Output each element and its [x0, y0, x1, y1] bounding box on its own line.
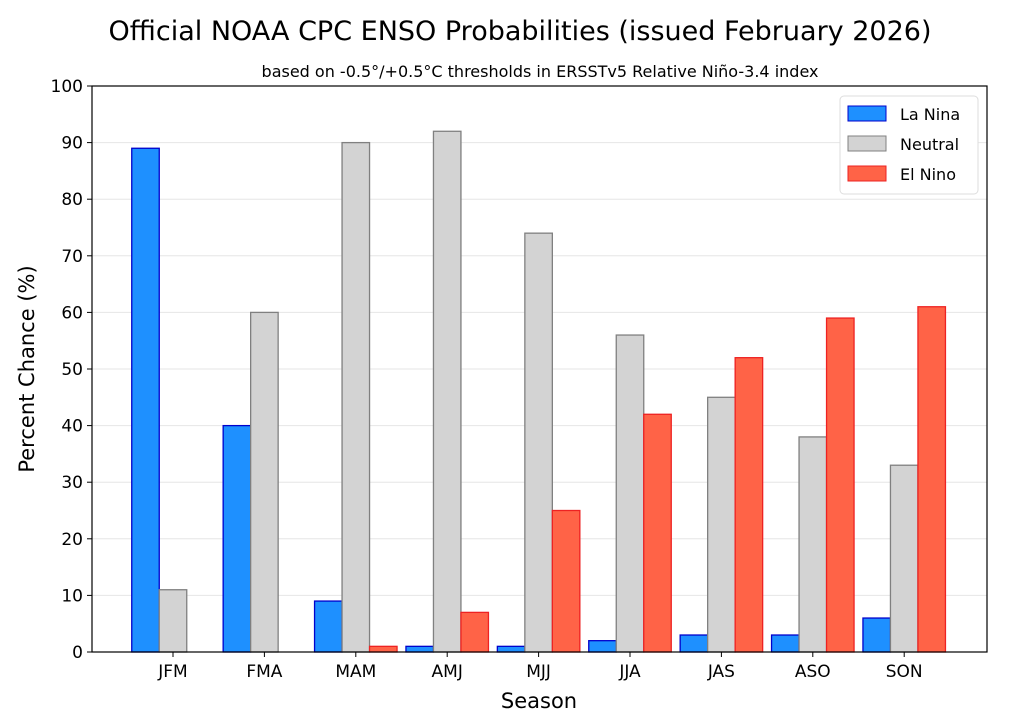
y-tick-label: 10	[61, 586, 83, 606]
y-tick-label: 90	[61, 134, 83, 154]
bar-la-nina-jja	[588, 640, 617, 653]
x-axis-label: Season	[501, 689, 577, 713]
legend-swatch	[847, 135, 887, 152]
bar-neutral-jas	[707, 396, 736, 653]
bar-la-nina-jfm	[131, 147, 160, 653]
y-tick-label: 60	[61, 303, 83, 323]
bar-neutral-fma	[249, 311, 279, 653]
x-tick-label: MAM	[335, 662, 376, 682]
y-tick-label: 100	[51, 77, 83, 97]
bar-neutral-aso	[798, 436, 828, 653]
bar-neutral-mjj	[524, 232, 553, 653]
y-tick-label: 50	[61, 360, 83, 380]
chart-subtitle: based on -0.5°/+0.5°C thresholds in ERSS…	[262, 62, 819, 81]
bar-el-nino-jja	[643, 413, 672, 653]
bar-la-nina-fma	[222, 424, 252, 653]
y-tick-label: 40	[61, 417, 83, 437]
bar-el-nino-mam	[368, 645, 398, 653]
chart-title: Official NOAA CPC ENSO Probabilities (is…	[109, 16, 932, 47]
legend: La Nina Neutral El Nino	[839, 95, 979, 195]
legend-label: El Nino	[900, 165, 956, 184]
y-tick-label: 70	[61, 247, 83, 267]
bar-el-nino-amj	[460, 611, 490, 653]
x-tick-label: FMA	[246, 662, 282, 682]
bar-neutral-jja	[615, 334, 645, 653]
bar-la-nina-mam	[313, 600, 343, 653]
x-tick-label: AMJ	[432, 662, 463, 682]
legend-label: Neutral	[900, 135, 959, 154]
x-tick-label: SON	[886, 662, 923, 682]
x-tick-label: JJA	[618, 662, 641, 682]
bars	[131, 130, 947, 653]
y-tick-label: 30	[61, 473, 83, 493]
x-tick-label: JAS	[707, 662, 735, 682]
bar-el-nino-mjj	[551, 509, 581, 653]
bar-el-nino-jas	[734, 357, 764, 653]
y-tick-label: 0	[72, 643, 83, 663]
x-axis: JFM FMA MAM AMJ MJJ JJA JAS ASO SON	[157, 652, 923, 682]
x-tick-label: MJJ	[526, 662, 551, 682]
y-axis: 0 10 20 30 40 50 60 70 80 90 100	[51, 77, 92, 663]
bar-la-nina-mjj	[496, 645, 526, 653]
bar-la-nina-jas	[679, 634, 709, 653]
x-tick-label: ASO	[795, 662, 831, 682]
y-axis-label: Percent Chance (%)	[15, 265, 39, 472]
y-tick-label: 80	[61, 190, 83, 210]
bar-la-nina-son	[862, 617, 892, 653]
bar-el-nino-son	[917, 306, 947, 653]
bar-neutral-jfm	[158, 589, 188, 653]
legend-label: La Nina	[900, 105, 960, 124]
bar-la-nina-amj	[405, 645, 435, 653]
bar-neutral-mam	[341, 141, 371, 653]
bar-el-nino-aso	[825, 317, 855, 653]
bar-neutral-son	[889, 464, 919, 653]
x-tick-label: JFM	[157, 662, 187, 682]
bar-neutral-amj	[432, 130, 462, 653]
bar-la-nina-aso	[770, 634, 800, 653]
legend-swatch	[847, 105, 887, 122]
legend-swatch	[847, 165, 887, 182]
y-tick-label: 20	[61, 530, 83, 550]
